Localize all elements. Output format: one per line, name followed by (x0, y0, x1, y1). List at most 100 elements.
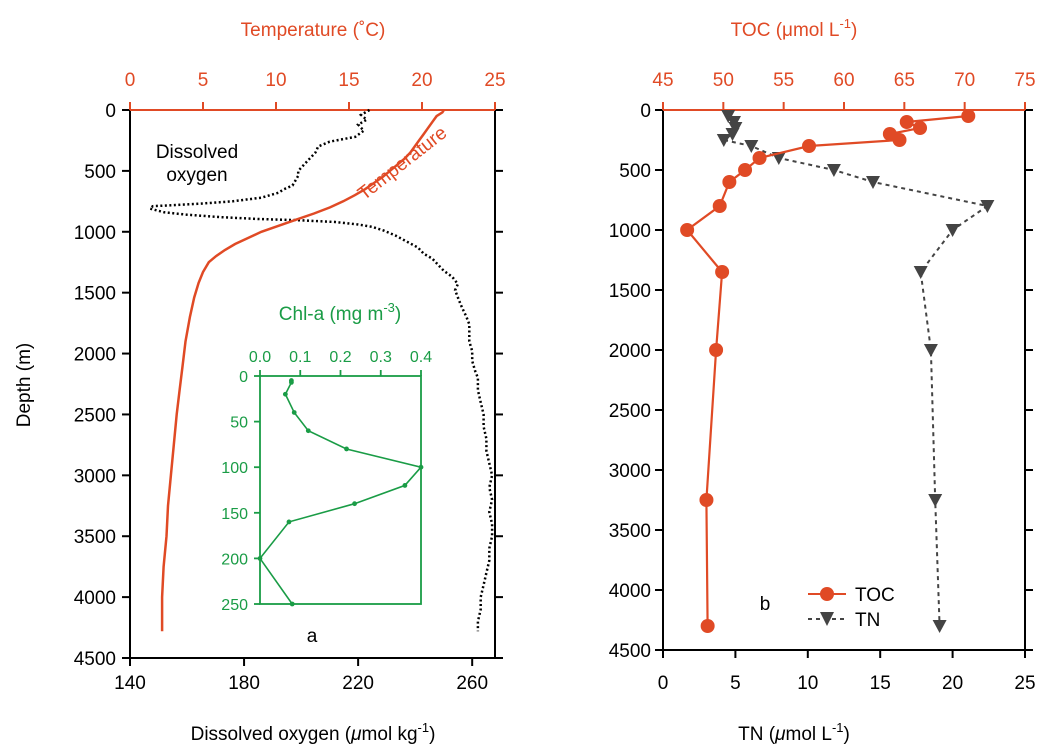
panel-b-top-tick-label: 65 (894, 70, 915, 91)
toc-point (961, 109, 976, 123)
temperature-line (160, 109, 445, 632)
panel-a-top-tick-label: 5 (198, 70, 209, 91)
inset-y-tick-label: 150 (221, 506, 248, 523)
panel-a-y-tick-label: 500 (84, 162, 116, 183)
toc-point (700, 619, 715, 633)
panel-a-label: a (307, 626, 318, 647)
toc-point (680, 223, 695, 237)
inset-x-tick-label: 0.0 (249, 349, 271, 366)
panel-b-y-tick-label: 3000 (609, 461, 651, 482)
panel-b-y-tick-label: 1000 (609, 221, 651, 242)
panel-b-y-tick-label: 2000 (609, 341, 651, 362)
legend-tn-marker (820, 612, 834, 626)
tn-point (716, 134, 731, 147)
chl-point (289, 601, 295, 607)
panel-a-y-tick-label: 2500 (74, 405, 116, 426)
panel-a-x-tick-label: 220 (342, 673, 374, 694)
panel-b-y-tick-label: 4000 (609, 581, 651, 602)
inset-frame (259, 375, 422, 605)
panel-b-top-tick-label: 70 (954, 70, 975, 91)
inset-x-tick-label: 0.1 (289, 349, 311, 366)
inset-x-tick-label: 0.3 (370, 349, 392, 366)
panel-b-x-tick-label: 25 (1014, 673, 1035, 694)
panel-b-x-tick-label: 5 (730, 673, 741, 694)
panel-a-y-tick-label: 2000 (74, 345, 116, 366)
toc-point (892, 133, 907, 147)
legend-tn-label: TN (855, 610, 880, 631)
legend: TOC TN (808, 585, 895, 631)
panel-a-y-tick-label: 0 (105, 101, 116, 122)
toc-point (722, 175, 737, 189)
panel-a-y-tick-label: 1500 (74, 284, 116, 305)
panel-b-x-tick-label: 15 (870, 673, 891, 694)
chl-point (286, 519, 292, 525)
toc-point (802, 139, 817, 153)
chl-point (344, 446, 349, 452)
inset-y-tick-label: 200 (221, 551, 248, 568)
inset-y-tick-label: 50 (230, 415, 248, 432)
tn-point (913, 266, 928, 279)
chl-point (352, 501, 357, 507)
tn-point (928, 494, 943, 507)
panel-b-y-tick-label: 0 (640, 101, 651, 122)
panel-a-x-tick-label: 260 (456, 673, 488, 694)
inset-y-tick-label: 0 (239, 369, 248, 386)
chl-line (259, 380, 423, 605)
panel-a-y-axis-title: Depth (m) (14, 343, 35, 427)
panel-a-top-tick-label: 25 (484, 70, 505, 91)
panel-b-y-tick-label: 2500 (609, 401, 651, 422)
panel-b-top-tick-label: 55 (773, 70, 794, 91)
panel-a-top-tick-label: 10 (265, 70, 286, 91)
toc-point (752, 151, 767, 165)
panel-b-x-tick-label: 20 (942, 673, 963, 694)
panel-a-y-tick-label: 3500 (74, 527, 116, 548)
toc-point (738, 163, 753, 177)
chl-point (418, 464, 424, 470)
panel-b-top-axis-title: TOC (μmol L-1) (731, 16, 858, 41)
temperature-series-label: Temperature (354, 123, 451, 205)
panel-b-top-tick-label: 50 (713, 70, 734, 91)
panel-a-top-axis-title: Temperature (˚C) (241, 20, 386, 41)
oxygen-line (147, 108, 494, 632)
panel-a-y-tick-label: 4000 (74, 588, 116, 609)
chl-point (257, 556, 263, 561)
oxygen-series-label-line2: oxygen (166, 165, 227, 186)
panel-b-label: b (760, 594, 771, 615)
tn-point (826, 164, 841, 177)
chl-point (288, 379, 294, 385)
tn-point (744, 140, 759, 153)
panel-b-y-tick-label: 4500 (609, 641, 651, 662)
toc-point (709, 343, 724, 357)
legend-toc-marker (820, 587, 834, 601)
panel-a-top-tick-label: 15 (338, 70, 359, 91)
panel-b-x-tick-label: 10 (797, 673, 818, 694)
oxygen-series-label-line1: Dissolved (156, 142, 238, 163)
inset-x-axis-title: Chl-a (mg m-3) (279, 300, 401, 325)
tn-point (866, 176, 880, 189)
chl-point (282, 391, 288, 397)
tn-point (945, 224, 960, 237)
toc-point (899, 115, 914, 129)
inset-y-tick-label: 100 (221, 460, 248, 477)
panel-a-top-tick-label: 0 (125, 70, 136, 91)
toc-point (715, 265, 730, 279)
inset-x-tick-label: 0.4 (410, 349, 432, 366)
panel-a-y-tick-label: 1000 (74, 223, 116, 244)
panel-a-x-tick-label: 180 (228, 673, 260, 694)
panel-a-top-tick-label: 20 (411, 70, 432, 91)
panel-a-x-tick-label: 140 (114, 673, 146, 694)
panel-b-y-tick-label: 500 (619, 161, 651, 182)
tn-point (932, 620, 947, 633)
chl-point (402, 483, 408, 488)
panel-b-bottom-axis-title: TN (μmol L-1) (738, 720, 850, 745)
panel-b-top-tick-label: 45 (652, 70, 673, 91)
tn-point (980, 200, 995, 213)
legend-toc-label: TOC (855, 585, 895, 606)
tn-point (725, 128, 740, 141)
toc-point (913, 121, 928, 135)
tn-line (721, 115, 990, 627)
panel-a-y-tick-label: 3000 (74, 466, 116, 487)
inset-y-tick-label: 250 (221, 597, 248, 614)
